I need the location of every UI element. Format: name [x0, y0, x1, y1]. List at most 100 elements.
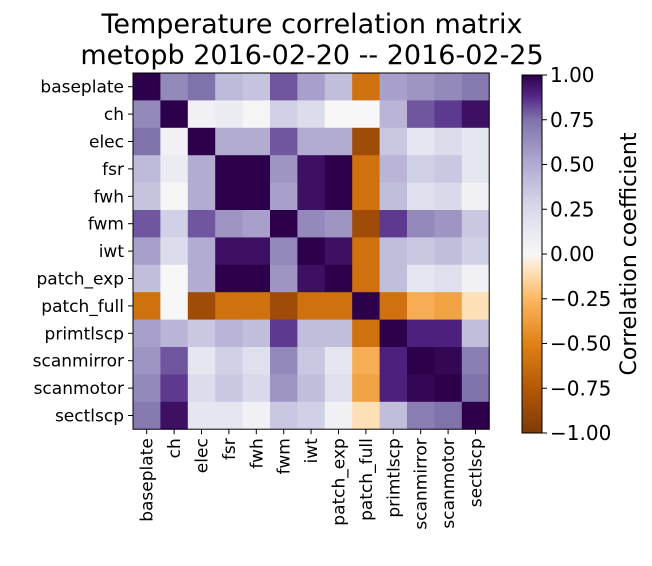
heatmap-cell-primtlscp-scanmotor: [434, 319, 463, 348]
heatmap-cells: [133, 73, 490, 430]
heatmap-cell-fsr-fwm: [270, 155, 298, 183]
colorbar-tick-label: 1.00: [550, 63, 595, 87]
heatmap-cell-patch_full-baseplate: [133, 292, 161, 320]
heatmap-cell-iwt-ch: [160, 237, 189, 266]
column-label-fwm: fwm: [275, 438, 295, 474]
row-label-ch: ch: [104, 105, 124, 125]
heatmap-cell-patch_exp-ch: [160, 264, 189, 293]
heatmap-cell-fsr-fsr: [215, 155, 243, 183]
heatmap-cell-elec-scanmotor: [434, 127, 463, 156]
heatmap-cell-fwh-primtlscp: [379, 182, 408, 211]
heatmap-cell-scanmotor-scanmotor: [434, 374, 463, 403]
heatmap-cell-scanmirror-sectlscp: [461, 347, 490, 375]
heatmap-cell-baseplate-fwh: [242, 73, 271, 101]
heatmap-cell-iwt-fwh: [242, 237, 271, 266]
heatmap-cell-scanmotor-patch_exp: [324, 374, 353, 403]
heatmap-cell-baseplate-baseplate: [133, 73, 161, 101]
heatmap-cell-patch_exp-sectlscp: [461, 264, 490, 293]
heatmap-cell-scanmotor-patch_full: [352, 374, 380, 403]
heatmap-cell-primtlscp-baseplate: [133, 319, 161, 348]
heatmap-cell-sectlscp-iwt: [297, 401, 326, 430]
heatmap-cell-fsr-patch_full: [352, 155, 380, 183]
colorbar-label: Correlation coefficient: [617, 132, 642, 375]
heatmap-cell-patch_exp-patch_exp: [324, 264, 353, 293]
heatmap-cell-patch_exp-primtlscp: [379, 264, 408, 293]
heatmap-cell-ch-patch_full: [352, 100, 380, 129]
heatmap-cell-sectlscp-fsr: [215, 401, 243, 430]
heatmap-cell-patch_full-primtlscp: [379, 292, 408, 320]
heatmap-cell-patch_full-fwh: [242, 292, 271, 320]
heatmap-cell-fwm-iwt: [297, 210, 326, 238]
heatmap-cell-iwt-sectlscp: [461, 237, 490, 266]
heatmap-cell-fwm-elec: [187, 210, 216, 238]
heatmap-cell-patch_full-sectlscp: [461, 292, 490, 320]
heatmap-cell-sectlscp-elec: [187, 401, 216, 430]
heatmap-cell-patch_exp-fwh: [242, 264, 271, 293]
heatmap-cell-baseplate-ch: [160, 73, 189, 101]
heatmap-cell-patch_full-patch_full: [352, 292, 380, 320]
heatmap-cell-primtlscp-patch_full: [352, 319, 380, 348]
heatmap-cell-ch-fwm: [270, 100, 298, 129]
heatmap-cell-sectlscp-scanmotor: [434, 401, 463, 430]
column-label-elec: elec: [193, 438, 213, 473]
heatmap-cell-fwm-sectlscp: [461, 210, 490, 238]
heatmap-cell-elec-baseplate: [133, 127, 161, 156]
heatmap-cell-baseplate-primtlscp: [379, 73, 408, 101]
row-label-baseplate: baseplate: [40, 78, 124, 98]
row-label-scanmirror: scanmirror: [33, 352, 124, 372]
heatmap-cell-fsr-baseplate: [133, 155, 161, 183]
heatmap-cell-ch-scanmotor: [434, 100, 463, 129]
heatmap-cell-scanmotor-primtlscp: [379, 374, 408, 403]
heatmap-cell-scanmirror-baseplate: [133, 347, 161, 375]
heatmap-cell-baseplate-scanmotor: [434, 73, 463, 101]
heatmap-cell-sectlscp-fwm: [270, 401, 298, 430]
heatmap-cell-scanmirror-elec: [187, 347, 216, 375]
heatmap-cell-primtlscp-patch_exp: [324, 319, 353, 348]
heatmap-cell-elec-patch_full: [352, 127, 380, 156]
heatmap-cell-ch-patch_exp: [324, 100, 353, 129]
column-label-baseplate: baseplate: [138, 438, 158, 522]
heatmap-cell-fwh-iwt: [297, 182, 326, 211]
heatmap-cell-elec-scanmirror: [407, 127, 435, 156]
heatmap-cell-elec-ch: [160, 127, 189, 156]
chart-title-line-1: Temperature correlation matrix: [100, 9, 522, 40]
column-label-ch: ch: [165, 438, 185, 458]
heatmap-cell-fwh-baseplate: [133, 182, 161, 211]
heatmap-cell-iwt-iwt: [297, 237, 326, 266]
heatmap-cell-primtlscp-scanmirror: [407, 319, 435, 348]
heatmap-cell-ch-iwt: [297, 100, 326, 129]
heatmap-cell-scanmotor-iwt: [297, 374, 326, 403]
heatmap-cell-fwm-primtlscp: [379, 210, 408, 238]
heatmap-cell-elec-fwh: [242, 127, 271, 156]
heatmap-cell-baseplate-patch_exp: [324, 73, 353, 101]
colorbar-tick-label: 0.00: [550, 242, 595, 266]
heatmap-cell-patch_full-scanmirror: [407, 292, 435, 320]
heatmap-cell-primtlscp-fwh: [242, 319, 271, 348]
row-label-elec: elec: [89, 133, 124, 153]
heatmap-cell-primtlscp-fwm: [270, 319, 298, 348]
colorbar-tick-label: 0.50: [550, 153, 595, 177]
heatmap-cell-elec-primtlscp: [379, 127, 408, 156]
heatmap-cell-patch_exp-baseplate: [133, 264, 161, 293]
heatmap-cell-baseplate-fsr: [215, 73, 243, 101]
heatmap-cell-elec-elec: [187, 127, 216, 156]
heatmap-cell-scanmirror-primtlscp: [379, 347, 408, 375]
colorbar-tick-label: −0.25: [550, 287, 611, 311]
heatmap-cell-patch_full-fwm: [270, 292, 298, 320]
heatmap-cell-fwh-fsr: [215, 182, 243, 211]
heatmap-cell-patch_full-fsr: [215, 292, 243, 320]
heatmap-cell-primtlscp-fsr: [215, 319, 243, 348]
column-label-patch_exp: patch_exp: [330, 438, 350, 526]
heatmap-cell-primtlscp-elec: [187, 319, 216, 348]
column-label-patch_full: patch_full: [357, 438, 377, 521]
heatmap-cell-baseplate-patch_full: [352, 73, 380, 101]
row-label-fsr: fsr: [102, 160, 124, 180]
heatmap-cell-scanmotor-ch: [160, 374, 189, 403]
heatmap-cell-iwt-patch_exp: [324, 237, 353, 266]
heatmap-cell-fwm-fsr: [215, 210, 243, 238]
heatmap-cell-primtlscp-primtlscp: [379, 319, 408, 348]
heatmap-cell-fsr-elec: [187, 155, 216, 183]
heatmap-cell-fwm-ch: [160, 210, 189, 238]
heatmap-cell-ch-baseplate: [133, 100, 161, 129]
column-label-sectlscp: sectlscp: [467, 438, 487, 507]
